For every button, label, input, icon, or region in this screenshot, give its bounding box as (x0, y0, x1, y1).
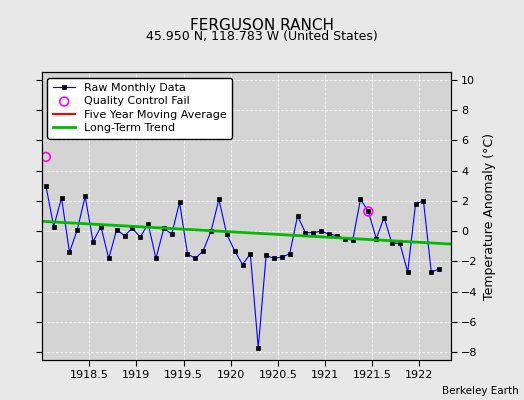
Legend: Raw Monthly Data, Quality Control Fail, Five Year Moving Average, Long-Term Tren: Raw Monthly Data, Quality Control Fail, … (48, 78, 233, 139)
Raw Monthly Data (255, 346, 261, 350)
Raw Monthly Data (334, 233, 340, 238)
Quality Control Fail (42, 154, 50, 160)
Raw Monthly Data (169, 232, 175, 236)
Quality Control Fail (364, 208, 373, 215)
Raw Monthly Data (129, 226, 136, 230)
Y-axis label: Temperature Anomaly (°C): Temperature Anomaly (°C) (483, 132, 496, 300)
Raw Monthly Data (43, 183, 49, 188)
Text: 45.950 N, 118.783 W (United States): 45.950 N, 118.783 W (United States) (146, 30, 378, 43)
Text: FERGUSON RANCH: FERGUSON RANCH (190, 18, 334, 33)
Raw Monthly Data (310, 230, 316, 235)
Raw Monthly Data (161, 226, 167, 230)
Raw Monthly Data (428, 270, 434, 274)
Raw Monthly Data (436, 267, 442, 272)
Text: Berkeley Earth: Berkeley Earth (442, 386, 519, 396)
Line: Raw Monthly Data: Raw Monthly Data (44, 184, 441, 350)
